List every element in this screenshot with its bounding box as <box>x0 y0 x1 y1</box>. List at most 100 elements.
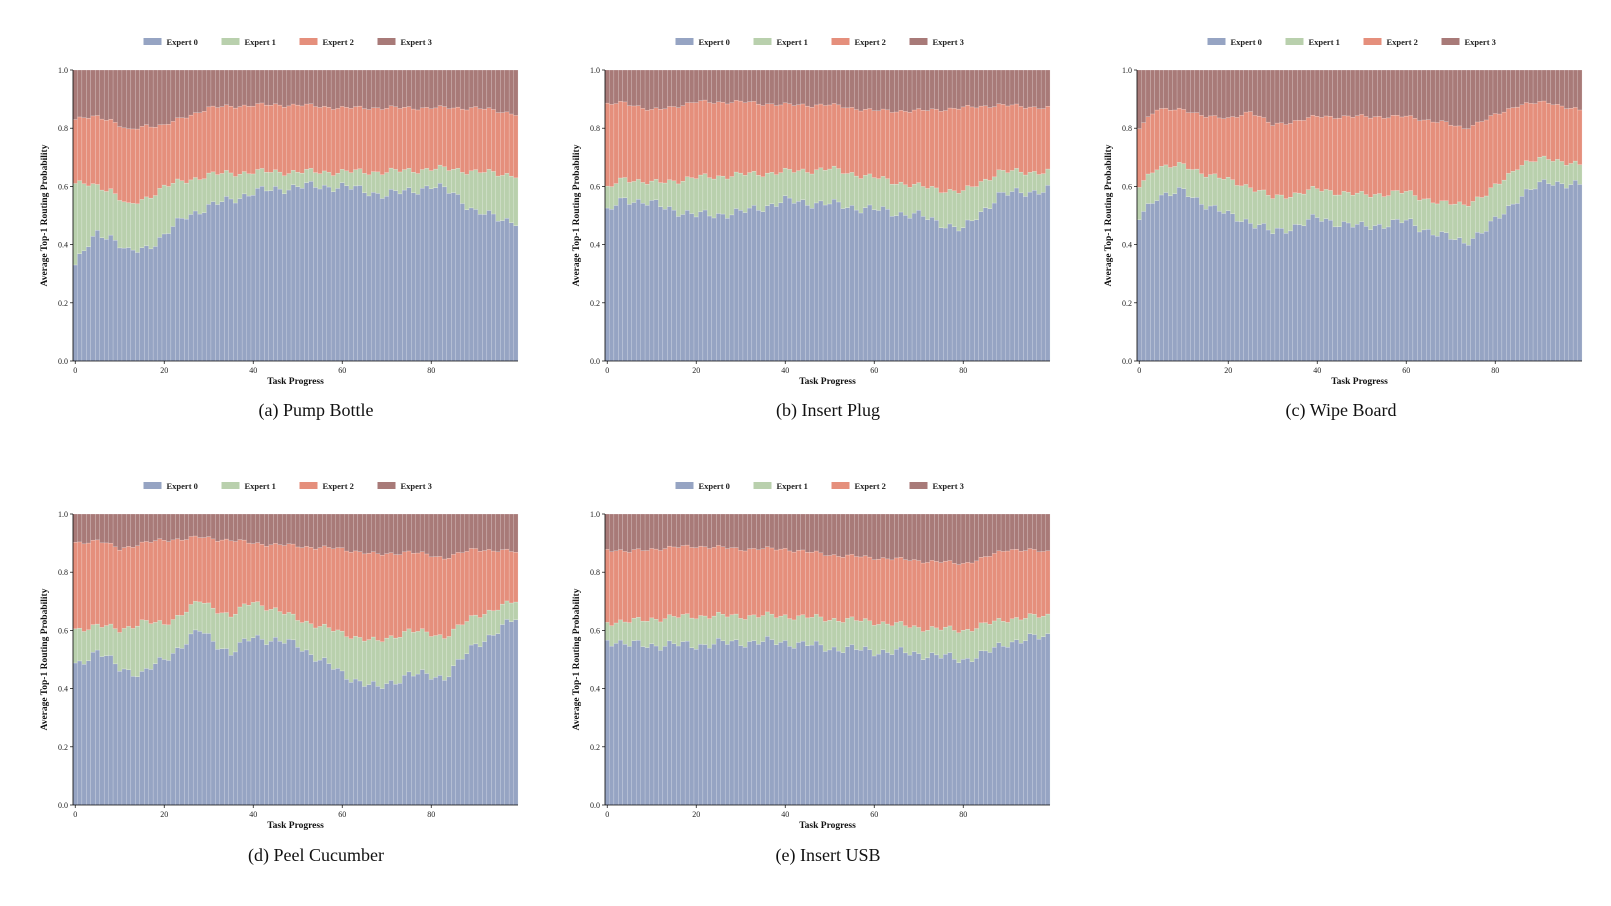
y-tick-label: 0.6 <box>1122 182 1132 191</box>
x-tick-label: 40 <box>1313 366 1321 375</box>
bar-3-9-expert-1 <box>112 628 118 665</box>
bar-0-76-expert-1 <box>411 171 416 194</box>
bar-0-37-expert-1 <box>237 173 243 199</box>
bar-3-44-expert-1 <box>268 609 274 642</box>
bar-2-61-expert-2 <box>1408 115 1414 191</box>
bar-2-76-expert-1 <box>1475 196 1480 233</box>
bar-3-20-expert-3 <box>161 513 167 541</box>
bar-4-28-expert-1 <box>729 614 735 642</box>
bar-0-49-expert-3 <box>290 69 296 105</box>
bar-3-39-expert-2 <box>246 542 252 606</box>
bar-4-55-expert-0 <box>849 644 855 806</box>
bar-1-61-expert-2 <box>876 110 882 179</box>
bar-3-59-expert-0 <box>335 668 341 806</box>
bar-0-38-expert-1 <box>241 171 247 195</box>
bar-2-19-expert-1 <box>1221 179 1227 214</box>
bar-1-94-expert-1 <box>1023 174 1028 197</box>
bar-1-82-expert-0 <box>969 220 975 362</box>
bar-4-35-expert-2 <box>760 548 766 616</box>
bar-3-76-expert-2 <box>411 553 416 633</box>
bar-0-69-expert-2 <box>379 109 385 175</box>
bar-3-71-expert-0 <box>388 680 394 806</box>
bar-2-20-expert-2 <box>1225 117 1231 178</box>
bar-4-25-expert-2 <box>716 545 721 613</box>
bar-3-96-expert-1 <box>500 603 505 625</box>
bar-4-13-expert-1 <box>662 618 668 647</box>
bar-0-25-expert-1 <box>184 182 189 220</box>
bar-3-3-expert-0 <box>86 660 92 806</box>
bar-4-38-expert-1 <box>773 617 779 645</box>
bar-4-26-expert-0 <box>720 640 726 806</box>
bar-0-19-expert-2 <box>157 124 163 189</box>
bar-0-43-expert-0 <box>264 190 270 362</box>
bar-1-68-expert-1 <box>907 187 913 219</box>
bar-0-17-expert-3 <box>148 69 154 128</box>
bar-1-35-expert-1 <box>760 176 766 212</box>
bar-4-83-expert-0 <box>974 658 980 806</box>
bar-3-10-expert-2 <box>117 549 123 633</box>
bar-1-73-expert-1 <box>929 186 935 218</box>
bar-1-48-expert-2 <box>818 103 824 169</box>
bar-0-67-expert-3 <box>370 69 376 108</box>
bar-2-69-expert-2 <box>1443 121 1449 201</box>
bar-1-21-expert-3 <box>698 69 704 101</box>
bar-4-17-expert-1 <box>680 614 686 642</box>
bar-3-31-expert-2 <box>210 538 216 609</box>
bar-4-57-expert-0 <box>858 650 864 806</box>
bar-1-36-expert-1 <box>765 172 770 206</box>
bar-4-42-expert-2 <box>791 551 797 621</box>
bar-4-26-expert-3 <box>720 513 726 547</box>
bar-2-94-expert-2 <box>1555 104 1560 160</box>
bar-0-3-expert-3 <box>86 69 92 119</box>
bar-0-7-expert-1 <box>103 191 109 240</box>
bar-1-77-expert-2 <box>947 107 953 190</box>
bar-2-48-expert-1 <box>1350 194 1356 228</box>
bar-0-49-expert-1 <box>290 170 296 185</box>
bar-2-15-expert-3 <box>1203 69 1209 118</box>
bar-0-5-expert-0 <box>95 230 100 362</box>
bar-3-45-expert-2 <box>273 543 278 608</box>
bar-4-42-expert-3 <box>791 513 797 553</box>
bar-1-3-expert-1 <box>618 177 624 199</box>
bar-4-6-expert-0 <box>631 640 637 806</box>
bar-1-14-expert-1 <box>667 179 672 207</box>
bar-2-42-expert-1 <box>1323 189 1329 219</box>
bar-1-48-expert-0 <box>818 200 824 362</box>
bar-1-4-expert-2 <box>622 101 628 178</box>
bar-4-3-expert-0 <box>618 639 624 806</box>
bar-3-51-expert-1 <box>299 622 305 652</box>
bar-1-36-expert-3 <box>765 69 770 104</box>
bar-3-22-expert-3 <box>170 513 176 541</box>
bar-2-23-expert-3 <box>1239 69 1245 116</box>
bar-3-40-expert-2 <box>250 543 256 603</box>
bar-0-4-expert-0 <box>90 236 96 362</box>
bar-3-29-expert-2 <box>201 537 207 604</box>
legend-swatch-expert-1 <box>221 482 240 489</box>
bar-4-61-expert-3 <box>876 513 882 560</box>
bar-0-40-expert-3 <box>250 69 256 107</box>
bar-0-55-expert-0 <box>317 188 323 362</box>
bar-1-61-expert-3 <box>876 69 882 112</box>
bar-1-38-expert-1 <box>773 174 779 207</box>
bar-1-99-expert-3 <box>1045 69 1051 107</box>
bar-0-97-expert-1 <box>504 173 510 219</box>
bar-2-39-expert-2 <box>1310 114 1316 187</box>
bar-2-23-expert-0 <box>1239 221 1245 362</box>
bar-2-88-expert-0 <box>1528 189 1534 362</box>
y-tick-label: 0.8 <box>58 568 68 577</box>
bar-4-43-expert-3 <box>796 513 802 551</box>
bar-4-90-expert-3 <box>1005 513 1011 552</box>
bar-1-94-expert-2 <box>1023 108 1028 176</box>
bar-4-68-expert-3 <box>907 513 913 561</box>
bar-0-81-expert-0 <box>433 187 439 362</box>
bar-0-31-expert-0 <box>210 201 216 362</box>
bar-2-86-expert-3 <box>1519 69 1525 106</box>
bar-2-10-expert-0 <box>1181 188 1187 362</box>
bar-3-96-expert-0 <box>500 624 505 806</box>
x-tick-label: 40 <box>249 366 257 375</box>
x-tick-label: 40 <box>249 810 257 819</box>
bar-4-46-expert-1 <box>809 617 815 646</box>
bar-3-53-expert-0 <box>308 654 314 806</box>
x-tick-label: 80 <box>1491 366 1499 375</box>
bar-3-83-expert-2 <box>442 558 448 639</box>
